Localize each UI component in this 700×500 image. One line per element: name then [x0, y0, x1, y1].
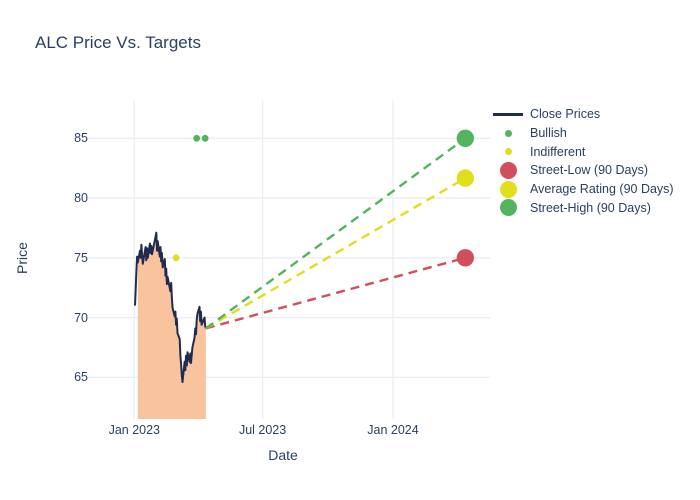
legend-dot-swatch-icon	[493, 148, 523, 156]
legend-dot-swatch-icon	[493, 199, 523, 217]
target-projection-line	[205, 177, 466, 330]
chart-title: ALC Price Vs. Targets	[35, 33, 201, 52]
legend-line-swatch-icon	[493, 113, 523, 116]
legend-item-indifferent[interactable]: Indifferent	[493, 142, 674, 161]
legend-item-close-prices[interactable]: Close Prices	[493, 105, 674, 124]
street-low-90-days-marker[interactable]	[456, 249, 475, 267]
legend-item-label: Street-High (90 Days)	[530, 200, 651, 215]
y-tick-label: 85	[74, 131, 88, 146]
legend-item-label: Bullish	[530, 126, 567, 141]
legend-item-label: Street-Low (90 Days)	[530, 163, 649, 178]
target-projection-line	[205, 137, 467, 330]
legend-item-average-rating-90-days[interactable]: Average Rating (90 Days)	[493, 180, 674, 199]
y-tick-label: 65	[74, 370, 88, 385]
x-tick-label: Jan 2023	[108, 423, 161, 437]
legend-item-label: Close Prices	[530, 107, 601, 122]
legend-item-label: Average Rating (90 Days)	[530, 182, 674, 197]
close-price-line	[134, 231, 207, 384]
legend-dot-swatch-icon	[493, 129, 523, 137]
legend-item-street-low-90-days[interactable]: Street-Low (90 Days)	[493, 161, 674, 180]
indifferent-marker[interactable]	[172, 254, 180, 262]
x-tick-label: Jan 2024	[367, 423, 419, 437]
bullish-marker[interactable]	[201, 134, 209, 142]
y-tick-label: 80	[74, 191, 88, 206]
y-tick-label: 75	[74, 250, 88, 265]
bullish-marker[interactable]	[193, 134, 201, 142]
close-price-fill-area	[137, 232, 206, 419]
legend: Close Prices Bullish Indifferent Street-Low…	[493, 105, 674, 217]
legend-dot-swatch-icon	[493, 180, 523, 198]
legend-dot-swatch-icon	[493, 161, 523, 179]
x-tick-label: Jul 2023	[238, 423, 287, 437]
legend-item-street-high-90-days[interactable]: Street-High (90 Days)	[493, 198, 674, 217]
legend-item-label: Indifferent	[530, 144, 586, 159]
x-axis-title: Date	[268, 447, 298, 463]
street-high-90-days-marker[interactable]	[456, 129, 475, 147]
legend-item-bullish[interactable]: Bullish	[493, 124, 674, 143]
average-rating-90-days-marker[interactable]	[456, 169, 475, 187]
y-tick-label: 70	[74, 310, 88, 325]
